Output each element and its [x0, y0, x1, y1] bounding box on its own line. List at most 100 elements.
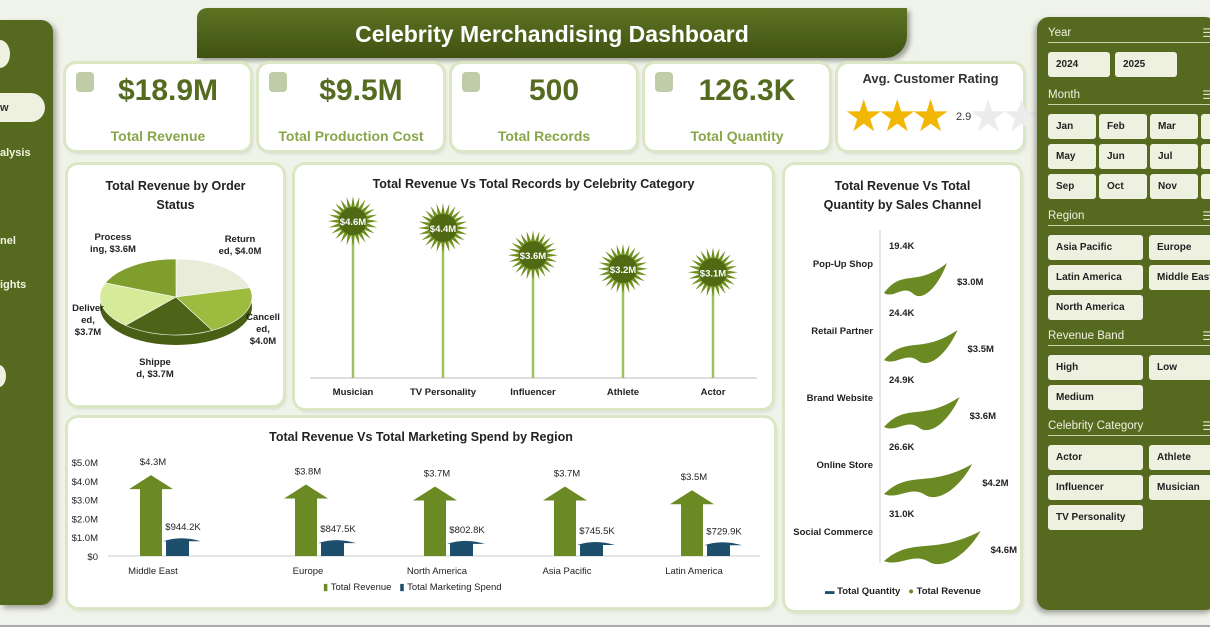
slicer-button-clipped[interactable]	[1201, 144, 1210, 169]
revenue-arrow[interactable]	[284, 484, 328, 556]
pie-slice-returned[interactable]	[175, 258, 251, 298]
page-title: Celebrity Merchandising Dashboard	[197, 8, 907, 58]
x-tick-label: Europe	[293, 566, 324, 577]
x-tick-label: North America	[407, 566, 468, 577]
slicer-button[interactable]: 2025	[1115, 52, 1177, 77]
x-tick-label: Musician	[333, 387, 374, 398]
data-label: $3.7M	[424, 468, 450, 479]
marketing-bar[interactable]	[704, 542, 742, 556]
slicer-button[interactable]: Jan	[1048, 114, 1096, 139]
data-label: $944.2K	[165, 522, 201, 533]
slicer-button[interactable]: Middle East	[1149, 265, 1210, 290]
slicer-button[interactable]: Sep	[1048, 174, 1096, 199]
slicer-title: Revenue Band	[1048, 330, 1125, 342]
revenue-wave[interactable]	[884, 531, 981, 565]
star-filled-icon: ★	[877, 92, 917, 141]
kpi-label: Total Records	[497, 128, 591, 144]
slicer-button[interactable]: Europe	[1149, 235, 1210, 260]
clipboard-icon	[655, 72, 673, 92]
marketing-bar[interactable]	[163, 538, 201, 556]
pie-slice-shipped[interactable]	[124, 296, 213, 336]
slicer-button[interactable]: Influencer	[1048, 475, 1143, 500]
lollipop-center	[429, 213, 457, 242]
revenue-arrow[interactable]	[670, 490, 714, 556]
y-tick-label: Pop-Up Shop	[813, 259, 873, 270]
slicer-button[interactable]: TV Personality	[1048, 505, 1143, 530]
slicer-button[interactable]: Latin America	[1048, 265, 1143, 290]
y-tick-label: $5.0M	[72, 458, 98, 469]
revenue-wave[interactable]	[884, 263, 947, 297]
revenue-wave[interactable]	[884, 330, 958, 364]
nav-item-analysis[interactable]: alysis	[0, 147, 31, 159]
x-tick-label: Latin America	[665, 566, 723, 577]
chart-legend: ▮ Total Revenue ▮ Total Marketing Spend	[323, 582, 502, 593]
bottom-bar	[0, 625, 1210, 642]
revenue-arrow[interactable]	[413, 486, 457, 556]
records-icon	[462, 72, 480, 92]
x-tick-label: Athlete	[607, 387, 639, 398]
data-label: $3.2M	[610, 265, 636, 276]
kpi-card: $9.5M Total Production Cost	[259, 64, 443, 150]
nav-item-overview[interactable]: w	[0, 93, 45, 122]
slicer-title: Month	[1048, 89, 1080, 101]
multi-select-icon[interactable]: ☰	[1202, 88, 1210, 102]
multi-select-icon[interactable]: ☰	[1202, 419, 1210, 433]
data-label: $3.8M	[295, 467, 321, 478]
pie-slice-processing[interactable]	[104, 258, 177, 298]
kpi-label: Total Production Cost	[278, 128, 424, 144]
multi-select-icon[interactable]: ☰	[1202, 329, 1210, 343]
multi-select-icon[interactable]: ☰	[1202, 209, 1210, 223]
info-icon[interactable]	[0, 365, 6, 387]
marketing-bar[interactable]	[318, 540, 356, 556]
pie-slice-delivered[interactable]	[99, 282, 177, 326]
data-label: $4.3M	[140, 457, 166, 468]
slicer-button[interactable]: Feb	[1099, 114, 1147, 139]
x-tick-label: TV Personality	[410, 387, 477, 398]
nav-item-channel[interactable]: nel	[0, 235, 16, 247]
channel-chart: Pop-Up Shop 19.4K $3.0M Retail Partner 24.4K…	[793, 230, 1017, 565]
star-filled-icon: ★	[844, 92, 884, 141]
slicer-button[interactable]: Athlete	[1149, 445, 1210, 470]
slicer-button[interactable]: High	[1048, 355, 1143, 380]
slicer-button-clipped[interactable]	[1201, 174, 1210, 199]
nav-sidebar: w alysis nel ights	[0, 20, 53, 605]
kpi-card: 500 Total Records	[452, 64, 636, 150]
slicer-button[interactable]: Nov	[1150, 174, 1198, 199]
data-label: $4.6M	[340, 217, 366, 228]
pie-slice-cancelled[interactable]	[175, 287, 253, 331]
slicer-button[interactable]: Actor	[1048, 445, 1143, 470]
slicer-button[interactable]: Musician	[1149, 475, 1210, 500]
slicer-button[interactable]: Medium	[1048, 385, 1143, 410]
slicer-button[interactable]: Asia Pacific	[1048, 235, 1143, 260]
slicer-button[interactable]: Mar	[1150, 114, 1198, 139]
nav-item-insights[interactable]: ights	[0, 279, 27, 291]
revenue-arrow[interactable]	[543, 486, 587, 556]
rating-value: 2.9	[956, 111, 972, 123]
slicer-button[interactable]: May	[1048, 144, 1096, 169]
multi-select-icon[interactable]: ☰	[1202, 26, 1210, 40]
y-tick-label: $0	[87, 552, 98, 563]
slicer-button[interactable]: Oct	[1099, 174, 1147, 199]
slicer-title: Celebrity Category	[1048, 420, 1144, 432]
slicer-button[interactable]: Jul	[1150, 144, 1198, 169]
y-tick-label: Online Store	[817, 460, 873, 471]
quantity-label: 31.0K	[889, 509, 914, 520]
slicer-button-clipped[interactable]	[1201, 114, 1210, 139]
x-tick-label: Actor	[701, 387, 726, 398]
revenue-label: $3.0M	[957, 277, 983, 288]
revenue-arrow[interactable]	[129, 475, 173, 556]
slicer-header: Revenue Band ☰	[1048, 329, 1210, 346]
filter-panel: Year ☰ 2024 2025 Month ☰ Jan Feb Mar May Jun Jul Sep…	[1037, 17, 1210, 610]
slicer-button[interactable]: Jun	[1099, 144, 1147, 169]
revenue-wave[interactable]	[884, 464, 973, 498]
revenue-wave[interactable]	[884, 397, 960, 431]
marketing-bar[interactable]	[447, 540, 485, 556]
pie-chart	[99, 258, 253, 345]
region-chart: $5.0M $4.0M $3.0M $2.0M $1.0M $0 $4.3M $944.2K M…	[72, 457, 760, 577]
marketing-bar[interactable]	[577, 541, 615, 556]
slicer-button[interactable]: North America	[1048, 295, 1143, 320]
star-empty-icon: ★	[968, 92, 1008, 141]
slicer-button[interactable]: Low	[1149, 355, 1210, 380]
slicer-button[interactable]: 2024	[1048, 52, 1110, 77]
data-label: $3.6M	[520, 251, 546, 262]
